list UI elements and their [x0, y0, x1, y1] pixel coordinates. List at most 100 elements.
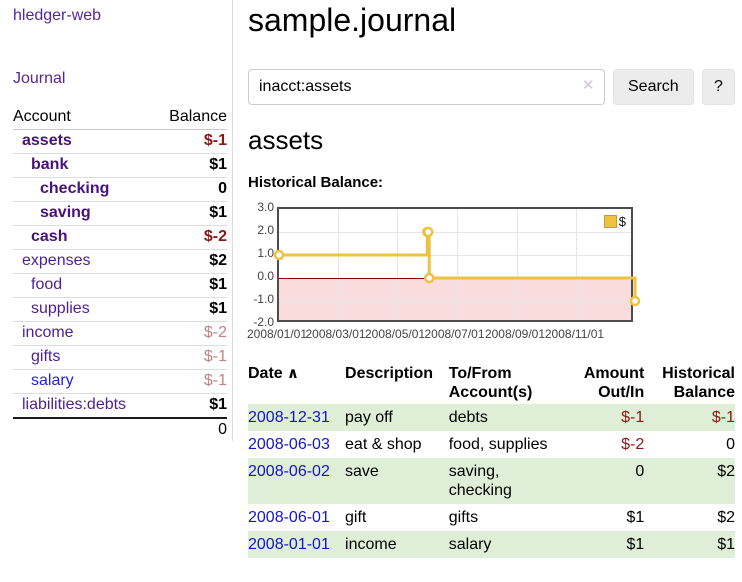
account-balance: $1 [154, 153, 227, 178]
account-row: gifts $-1 [13, 345, 227, 370]
register-column-header[interactable]: Description [345, 365, 434, 382]
account-link[interactable]: supplies [31, 300, 90, 317]
transaction-row[interactable]: 2008-12-31 pay off debts $-1 $-1 [248, 404, 735, 431]
transaction-balance: $1 [717, 536, 735, 553]
chart-plot-area: $ [273, 207, 641, 322]
account-row: food $1 [13, 273, 227, 298]
sort-asc-icon: ∧ [282, 365, 300, 382]
x-axis-label: 2008/05/01 [364, 327, 426, 341]
account-link[interactable]: saving [40, 204, 91, 221]
transaction-description: eat & shop [345, 436, 422, 453]
data-point-marker [422, 226, 434, 238]
gridline [397, 209, 399, 320]
y-axis-label: 2.0 [257, 223, 274, 237]
transaction-accounts: salary [448, 536, 492, 553]
x-axis-label: 2008/07/01 [424, 327, 485, 341]
page-title: sample.journal [248, 2, 457, 38]
account-link[interactable]: expenses [22, 252, 91, 269]
data-point-marker [629, 295, 641, 307]
sidebar-item-journal[interactable]: Journal [13, 70, 66, 87]
y-axis-label: 3.0 [257, 200, 274, 214]
account-row: checking 0 [13, 177, 227, 202]
transaction-balance: $2 [717, 463, 735, 480]
account-balance: $-1 [154, 369, 227, 394]
transaction-accounts: food, supplies [448, 436, 548, 453]
account-link[interactable]: bank [31, 156, 69, 173]
search-form: ✕ Search ? [248, 69, 735, 105]
account-balance: $1 [154, 201, 227, 226]
account-row: salary $-1 [13, 369, 227, 394]
account-link[interactable]: gifts [31, 348, 61, 365]
accounts-total-row: 0 [13, 418, 227, 442]
transaction-accounts: saving, checking [448, 463, 512, 499]
account-balance: $-2 [154, 225, 227, 250]
account-balance: $1 [154, 393, 227, 419]
y-axis-label: -2.0 [253, 315, 274, 329]
x-axis-label: 2008/09/01 [484, 327, 545, 341]
transaction-balance: $2 [717, 509, 735, 526]
transaction-date-link[interactable]: 2008-06-01 [248, 509, 330, 526]
x-axis-label: 2008/11/01 [544, 327, 605, 341]
register-column-header[interactable]: To/From Account(s) [448, 365, 533, 401]
transaction-amount: $-2 [621, 436, 645, 453]
gridline [576, 209, 578, 320]
account-link[interactable]: income [22, 324, 74, 341]
transaction-date-link[interactable]: 2008-06-03 [248, 436, 330, 453]
account-row: bank $1 [13, 153, 227, 178]
sidebar: hledger-web Journal Account Balance asse… [0, 0, 233, 441]
account-row: income $-2 [13, 321, 227, 346]
balance-column-header: Balance [154, 106, 227, 130]
transaction-row[interactable]: 2008-06-03 eat & shop food, supplies $-2 0 [248, 431, 735, 458]
accounts-table-header: Account Balance [13, 106, 227, 130]
gridline [279, 232, 631, 233]
transaction-description: save [345, 463, 379, 480]
register-column-header[interactable]: Amount Out/In [583, 365, 645, 401]
account-row: supplies $1 [13, 297, 227, 322]
data-point-marker [423, 272, 435, 284]
brand-link[interactable]: hledger-web [13, 7, 102, 24]
transaction-date-link[interactable]: 2008-01-01 [248, 536, 330, 553]
accounts-total: 0 [218, 421, 227, 438]
legend-swatch-icon [603, 215, 617, 228]
transaction-balance: $-1 [711, 409, 735, 426]
account-link[interactable]: liabilities:debts [22, 396, 127, 413]
transaction-row[interactable]: 2008-01-01 income salary $1 $1 [248, 531, 735, 558]
transaction-amount: $-1 [621, 409, 645, 426]
register-column-header[interactable]: Historical Balance [662, 365, 735, 401]
account-balance: $1 [154, 273, 227, 298]
account-balance: $1 [154, 297, 227, 322]
account-column-header: Account [13, 106, 155, 130]
register-column-header[interactable]: Date ∧ [248, 365, 300, 382]
x-axis-label: 2008/03/01 [305, 327, 366, 341]
transaction-accounts: debts [448, 409, 488, 426]
account-row: liabilities:debts $1 [13, 393, 227, 419]
account-balance: $-2 [154, 321, 227, 346]
transaction-row[interactable]: 2008-06-02 save saving, checking 0 $2 [248, 458, 735, 504]
account-link[interactable]: assets [22, 132, 72, 149]
main-content: sample.journal ✕ Search ? assets Histori… [247, 0, 735, 582]
account-row: assets $-1 [13, 129, 227, 154]
transaction-amount: $1 [626, 509, 645, 526]
y-axis-label: 0.0 [257, 269, 274, 283]
y-axis-label: -1.0 [253, 292, 274, 306]
search-button[interactable]: Search [613, 69, 694, 105]
gridline [456, 209, 458, 320]
balance-line-series [273, 226, 641, 307]
account-link[interactable]: food [31, 276, 63, 293]
account-link[interactable]: checking [40, 180, 110, 197]
transaction-date-link[interactable]: 2008-12-31 [248, 409, 330, 426]
register-table-header: Date ∧ Description To/From Account(s) Amoun… [248, 362, 735, 404]
transaction-row[interactable]: 2008-06-01 gift gifts $1 $2 [248, 504, 735, 531]
clear-search-icon[interactable]: ✕ [582, 77, 595, 94]
account-balance: 0 [154, 177, 227, 202]
gridline [337, 209, 339, 320]
legend-label: $ [618, 214, 626, 229]
y-axis-label: 1.0 [257, 246, 274, 260]
transaction-accounts: gifts [448, 509, 479, 526]
help-button[interactable]: ? [702, 69, 735, 105]
transaction-date-link[interactable]: 2008-06-02 [248, 463, 330, 480]
account-link[interactable]: salary [31, 372, 74, 389]
search-input[interactable] [248, 69, 605, 105]
account-link[interactable]: cash [31, 228, 68, 245]
